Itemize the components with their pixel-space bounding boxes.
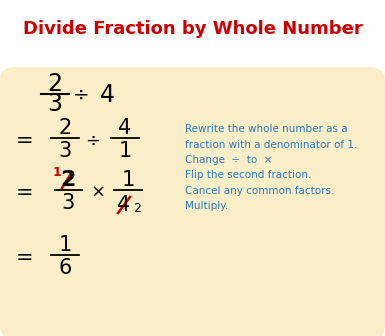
Text: ÷: ÷ (73, 85, 89, 104)
Text: =: = (16, 183, 34, 203)
Text: 4: 4 (118, 118, 132, 138)
Text: 3: 3 (47, 92, 62, 116)
Text: 2: 2 (133, 202, 141, 214)
Text: 2: 2 (59, 118, 72, 138)
Text: 3: 3 (61, 193, 75, 213)
Text: 4: 4 (99, 83, 114, 107)
Text: 2: 2 (47, 72, 62, 96)
Text: 3: 3 (59, 141, 72, 161)
Text: ×: × (90, 184, 105, 202)
Text: Divide Fraction by Whole Number: Divide Fraction by Whole Number (23, 19, 362, 38)
Text: 1: 1 (53, 166, 61, 178)
Text: ÷: ÷ (85, 132, 100, 150)
Text: 2: 2 (60, 170, 76, 190)
Text: 1: 1 (59, 235, 72, 255)
Text: Rewrite the whole number as a
fraction with a denominator of 1.: Rewrite the whole number as a fraction w… (185, 124, 357, 150)
Text: 6: 6 (58, 258, 72, 278)
Text: =: = (16, 131, 34, 151)
Text: 4: 4 (117, 195, 131, 215)
Text: Change  ÷  to  ×
Flip the second fraction.
Cancel any common factors.
Multiply.: Change ÷ to × Flip the second fraction. … (185, 155, 335, 211)
FancyBboxPatch shape (0, 67, 385, 336)
Text: =: = (16, 248, 34, 268)
Text: 1: 1 (121, 170, 135, 190)
Text: 1: 1 (118, 141, 132, 161)
